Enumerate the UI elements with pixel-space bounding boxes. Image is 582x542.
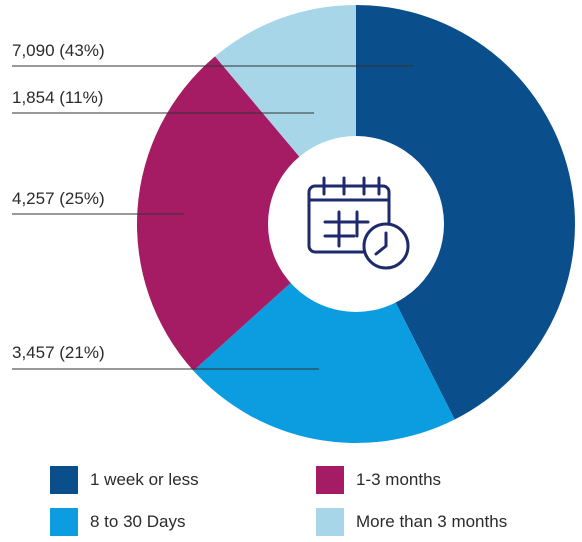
pie-slice-8-to-30-days [193, 224, 455, 443]
pie-slice-1-3-months [137, 56, 356, 371]
slice-label-8-to-30-days: 3,457 (21%) [12, 343, 105, 362]
calendar-clock-icon [307, 176, 410, 270]
slice-labels: 7,090 (43%) 1,854 (11%) 4,257 (25%) 3,45… [12, 41, 414, 370]
slice-label-1-week-or-less: 7,090 (43%) [12, 41, 105, 60]
donut-slices [137, 5, 575, 443]
slice-label-more-than-3-months: 1,854 (11%) [12, 88, 103, 107]
pie-slice-1-week-or-less [356, 5, 575, 420]
slice-label-1-3-months: 4,257 (25%) [12, 189, 105, 208]
